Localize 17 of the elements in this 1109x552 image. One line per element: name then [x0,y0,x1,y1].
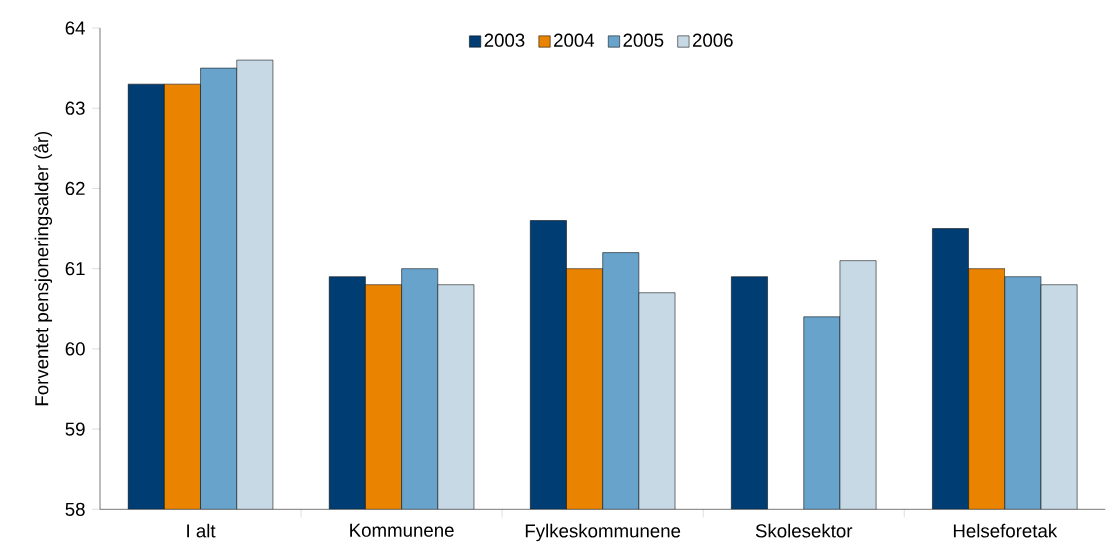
x-tick-label: Fylkeskommunene [525,523,681,542]
y-tick-label: 62 [65,181,85,196]
x-tick-label: Helseforetak [953,523,1058,538]
x-tick-label: I alt [187,523,216,538]
y-tick-label: 61 [65,262,85,276]
y-axis-title: Forventet pensjoneringsalder (år) [33,131,53,406]
legend-label: 2006 [692,33,733,47]
y-tick-label: 64 [65,21,85,35]
y-tick-label: 63 [65,101,85,115]
legend-label: 2004 [554,33,595,47]
y-tick-label: 58 [65,502,85,516]
legend-label: 2003 [484,33,525,47]
y-tick-label: 59 [65,422,85,436]
y-tick-label: 60 [65,342,85,356]
legend-label: 2005 [623,33,664,47]
x-tick-label: Skolesektor [755,523,853,538]
x-tick-label: Kommunene [350,523,454,537]
